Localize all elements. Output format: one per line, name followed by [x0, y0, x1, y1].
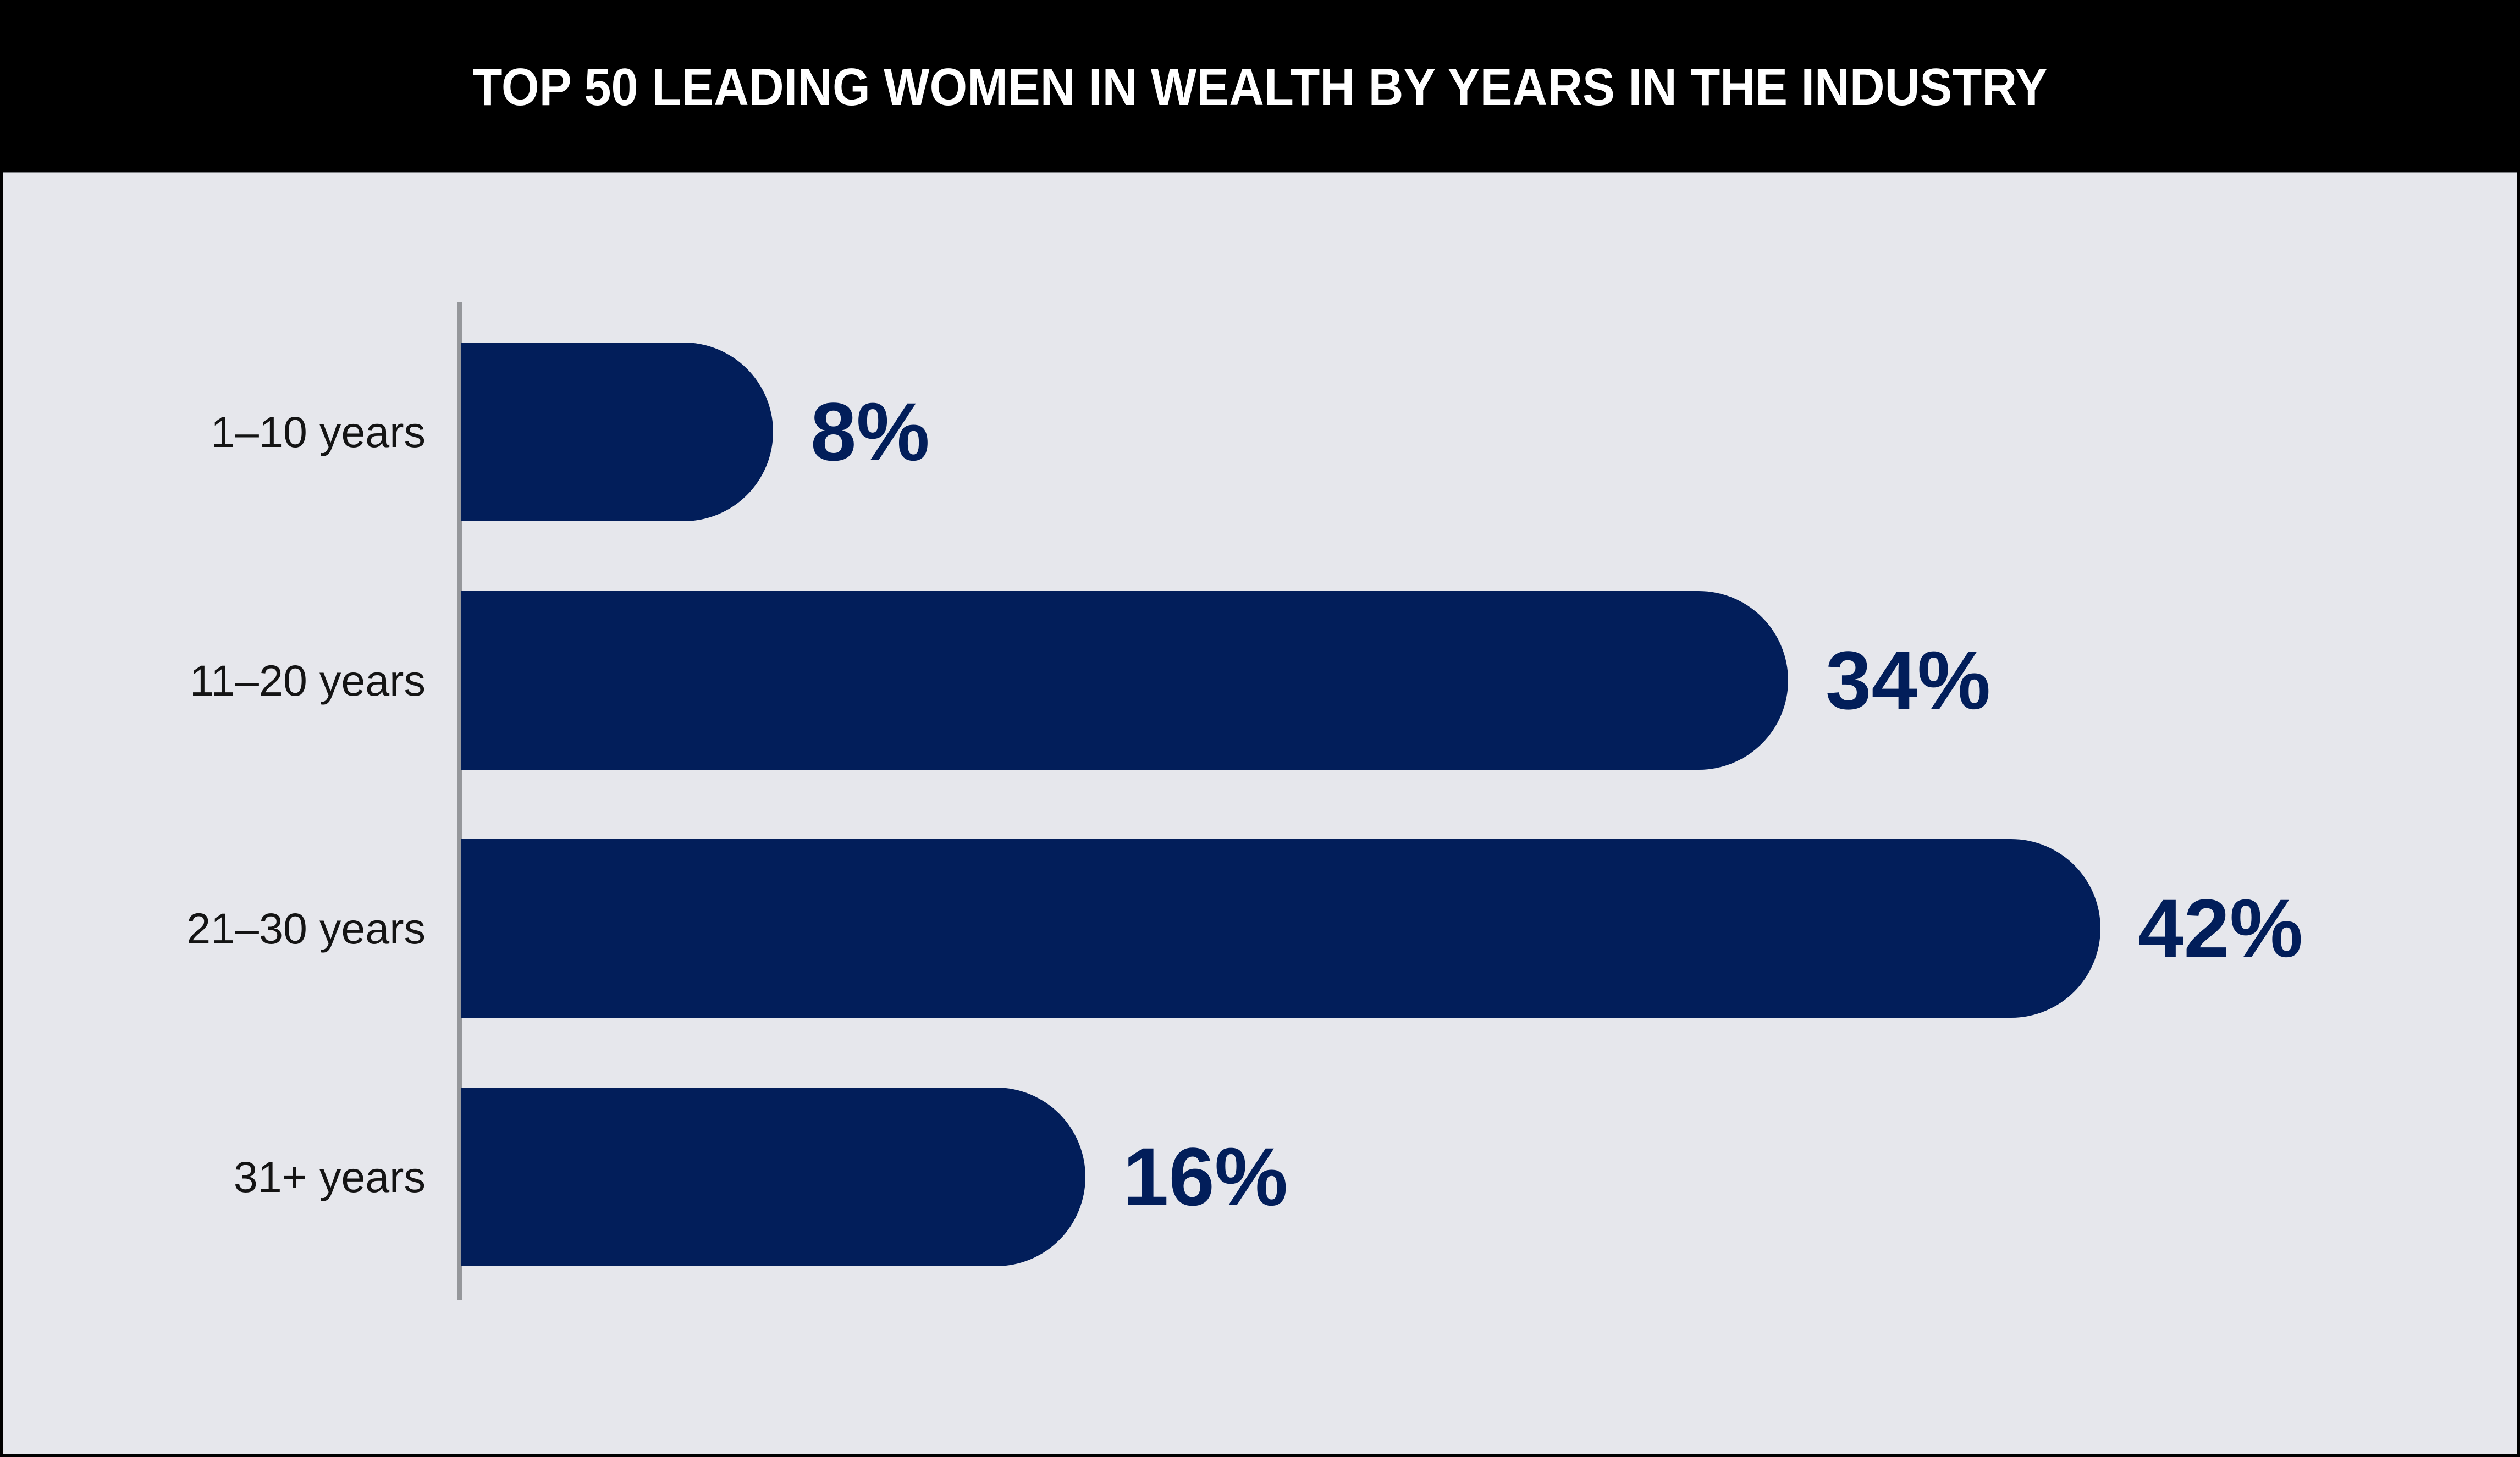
- value-label: 16%: [1123, 1130, 1288, 1223]
- value-label: 34%: [1826, 634, 1991, 726]
- bar-chart: 1–10 years 8% 11–20 years 34% 21–30 years 42%…: [3, 3, 2517, 1454]
- category-label: 31+ years: [233, 1152, 426, 1201]
- category-label: 21–30 years: [186, 903, 426, 953]
- category-label: 11–20 years: [190, 655, 426, 705]
- header-band: TOP 50 LEADING WOMEN IN WEALTH BY YEARS …: [3, 3, 2517, 173]
- bar: [461, 343, 773, 521]
- value-label: 8%: [810, 385, 930, 478]
- bar-row: 11–20 years 34%: [3, 591, 2517, 770]
- bar: [461, 1088, 1085, 1266]
- chart-title: TOP 50 LEADING WOMEN IN WEALTH BY YEARS …: [472, 58, 2048, 117]
- bar-row: 1–10 years 8%: [3, 343, 2517, 521]
- bar: [461, 591, 1788, 770]
- bar: [461, 839, 2100, 1018]
- y-axis-line: [457, 302, 462, 1300]
- value-label: 42%: [2138, 882, 2303, 974]
- bar-row: 21–30 years 42%: [3, 839, 2517, 1018]
- category-label: 1–10 years: [211, 407, 426, 456]
- bar-row: 31+ years 16%: [3, 1088, 2517, 1266]
